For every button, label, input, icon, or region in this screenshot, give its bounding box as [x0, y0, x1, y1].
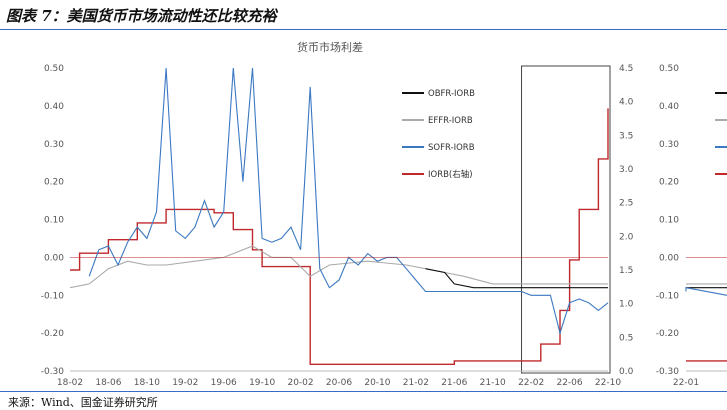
- panel2-y-tick-label: 0.30: [659, 140, 679, 150]
- y-left-tick-label: -0.20: [41, 329, 65, 339]
- chart-title: 货币市场利差: [297, 40, 363, 54]
- x-tick-label: 21-10: [480, 378, 506, 388]
- y-right-tick-label: 3.5: [619, 131, 633, 141]
- y-right-tick-label: 0.0: [619, 367, 634, 377]
- y-left-tick-label: 0.40: [44, 102, 64, 112]
- money-market-spread-chart: 货币市场利差 0.50 0.40 0.30 0.20 0.10 0.00 -0.10 -0.20…: [41, 40, 727, 388]
- series-line-iorb: [70, 108, 609, 365]
- y-right-tick-label: 4.0: [619, 98, 634, 108]
- y-right-tick-label: 3.0: [619, 165, 634, 175]
- x-tick-label: 21-02: [403, 378, 429, 388]
- y-left-tick-label: 0.20: [44, 178, 64, 188]
- x-tick-label: 19-06: [211, 378, 237, 388]
- y-right-tick-label: 1.5: [619, 266, 633, 276]
- y-right-tick-label: 2.5: [619, 199, 633, 209]
- panel2-y-tick-label: 0.40: [659, 102, 679, 112]
- y-right-tick-label: 1.0: [619, 300, 634, 310]
- x-tick-label: 22-06: [556, 378, 582, 388]
- source-note: 来源：Wind、国金证券研究所: [8, 396, 158, 409]
- x-tick-label: 22-02: [518, 378, 544, 388]
- y-left-tick-label: 0.00: [44, 253, 64, 263]
- panel2-y-tick-label: 0.20: [659, 178, 679, 188]
- y-left-tick-label: 0.10: [44, 216, 64, 226]
- report-header: 图表 7：美国货币市场流动性还比较充裕: [0, 0, 727, 30]
- x-tick-label: 20-06: [326, 378, 352, 388]
- x-tick-label: 22-10: [595, 378, 621, 388]
- series-line-effriorb: [69, 245, 608, 289]
- x-tick-label: 20-10: [364, 378, 390, 388]
- y-right-tick-label: 4.5: [619, 64, 633, 74]
- x-tick-label: 18-06: [95, 378, 121, 388]
- y-left-tick-label: -0.30: [41, 367, 65, 377]
- legend-label: OBFR-IORB: [428, 89, 475, 99]
- panel2-y-tick-label: 0.00: [659, 253, 679, 263]
- panel2-series-line: [685, 287, 727, 296]
- panel2-y-tick-label: -0.20: [656, 329, 680, 339]
- legend-label: SOFR-IORB: [428, 143, 475, 153]
- x-tick-label: 19-10: [249, 378, 275, 388]
- footer-rule: [0, 391, 727, 392]
- x-tick-label: 18-10: [134, 378, 160, 388]
- y-left-tick-label: 0.30: [44, 140, 64, 150]
- y-left-tick-label: 0.50: [44, 64, 64, 74]
- highlight-window-box: [521, 65, 611, 374]
- panel2-y-tick-label: -0.30: [656, 367, 680, 377]
- y-right-tick-label: 0.5: [619, 333, 633, 343]
- figure-title: 图表 7：美国货币市场流动性还比较充裕: [6, 7, 277, 25]
- panel2-y-tick-label: -0.10: [656, 291, 680, 301]
- x-tick-label: 20-02: [287, 378, 313, 388]
- panel2-y-tick-label: 0.50: [659, 64, 679, 74]
- legend-label: EFFR-IORB: [428, 116, 473, 126]
- panel2-y-tick-label: 0.10: [659, 216, 679, 226]
- panel2-x-tick-label: 22-01: [673, 378, 699, 388]
- x-tick-label: 21-06: [441, 378, 467, 388]
- x-tick-label: 19-02: [172, 378, 198, 388]
- report-footer: 来源：Wind、国金证券研究所: [0, 391, 727, 409]
- x-tick-label: 18-02: [57, 378, 83, 388]
- series-line-sofriorb: [88, 67, 609, 336]
- y-right-tick-label: 2.0: [619, 232, 634, 242]
- legend-label: IORB(右轴): [428, 169, 473, 180]
- y-left-tick-label: -0.10: [41, 291, 65, 301]
- header-rule: [0, 29, 727, 30]
- series-line-obfriorb: [425, 268, 608, 289]
